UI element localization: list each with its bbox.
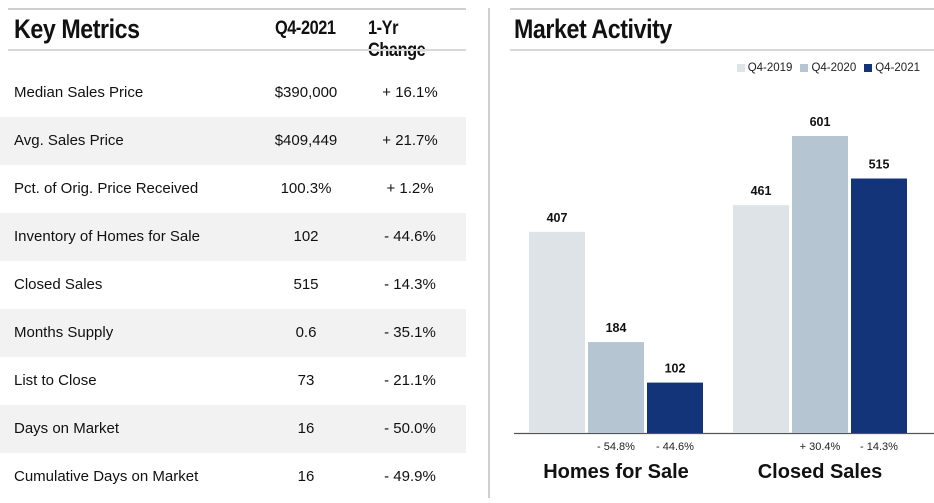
bar-value-label: 601	[810, 115, 831, 129]
table-row: Avg. Sales Price $409,449 + 21.7%	[0, 117, 466, 165]
bar-value-label: 184	[606, 321, 627, 335]
metric-change: - 35.1%	[384, 324, 436, 341]
top-rule	[8, 8, 466, 10]
metric-label: Cumulative Days on Market	[14, 468, 199, 485]
metric-value: 515	[293, 276, 319, 293]
legend-item: Q4-2020	[800, 62, 856, 74]
bar	[647, 382, 703, 433]
metric-change: - 50.0%	[384, 420, 436, 437]
metric-change: - 14.3%	[384, 276, 436, 293]
legend-item: Q4-2021	[864, 62, 920, 74]
legend-swatch	[864, 64, 873, 72]
metric-label: Closed Sales	[14, 276, 103, 293]
metric-label: Avg. Sales Price	[14, 132, 124, 149]
metric-label: Pct. of Orig. Price Received	[14, 180, 199, 197]
metric-value: $409,449	[274, 132, 338, 149]
metric-value: 16	[297, 468, 315, 485]
legend-item: Q4-2019	[736, 62, 793, 74]
legend-swatch	[800, 64, 809, 72]
metric-label: List to Close	[14, 372, 97, 389]
metric-label: Months Supply	[14, 324, 114, 341]
key-metrics-title: Key Metrics	[14, 14, 140, 44]
metric-value: 0.6	[295, 324, 317, 341]
key-metrics-panel: Key Metrics Q4-2021 1-Yr Change Median S…	[0, 0, 466, 503]
metric-change: - 49.9%	[384, 468, 436, 485]
column-header-period: Q4-2021	[275, 18, 336, 39]
header-rule	[8, 49, 466, 51]
table-row: Inventory of Homes for Sale 102 - 44.6%	[0, 213, 466, 261]
bar	[733, 205, 789, 433]
bar-value-label: 102	[665, 362, 686, 376]
table-row: Months Supply 0.6 - 35.1%	[0, 309, 466, 357]
metric-value: $390,000	[274, 84, 338, 101]
table-row: Cumulative Days on Market 16 - 49.9%	[0, 453, 466, 501]
table-row: Days on Market 16 - 50.0%	[0, 405, 466, 453]
bar	[851, 178, 907, 433]
change-label: + 30.4%	[800, 441, 841, 453]
bar	[529, 231, 585, 433]
bar-value-label: 515	[869, 157, 890, 171]
market-activity-title: Market Activity	[514, 14, 672, 44]
table-row: Pct. of Orig. Price Received 100.3% + 1.2%	[0, 165, 466, 213]
panel-divider	[488, 8, 490, 498]
metric-value: 73	[297, 372, 315, 389]
legend-swatch	[736, 64, 745, 72]
metric-label: Days on Market	[14, 420, 120, 437]
top-rule	[510, 8, 934, 10]
category-label: Closed Sales	[758, 461, 883, 483]
metric-label: Inventory of Homes for Sale	[14, 228, 200, 245]
market-activity-panel: Market Activity Q4-2019 Q4-2020 Q4-2021	[510, 0, 934, 503]
table-row: List to Close 73 - 21.1%	[0, 357, 466, 405]
metric-change: + 1.2%	[386, 180, 434, 197]
metric-value: 102	[293, 228, 319, 245]
bar-value-label: 461	[751, 184, 772, 198]
metric-change: - 21.1%	[384, 372, 436, 389]
metric-change: - 44.6%	[384, 228, 436, 245]
metric-change: + 16.1%	[382, 84, 438, 101]
table-row: Closed Sales 515 - 14.3%	[0, 261, 466, 309]
change-label: - 14.3%	[860, 441, 898, 453]
bar	[588, 342, 644, 433]
bar	[792, 136, 848, 433]
metric-change: + 21.7%	[382, 132, 438, 149]
change-label: - 44.6%	[656, 441, 694, 453]
bar-value-label: 407	[547, 211, 568, 225]
metric-value: 16	[297, 420, 315, 437]
legend-label: Q4-2020	[811, 62, 857, 74]
category-label: Homes for Sale	[543, 461, 689, 483]
change-label: - 54.8%	[597, 441, 635, 453]
legend-label: Q4-2019	[747, 62, 793, 74]
table-row: Median Sales Price $390,000 + 16.1%	[0, 69, 466, 117]
metric-label: Median Sales Price	[14, 84, 144, 101]
legend-label: Q4-2021	[875, 62, 920, 74]
chart-legend: Q4-2019 Q4-2020 Q4-2021	[736, 62, 920, 74]
header-rule	[510, 49, 934, 51]
metric-value: 100.3%	[280, 180, 332, 197]
